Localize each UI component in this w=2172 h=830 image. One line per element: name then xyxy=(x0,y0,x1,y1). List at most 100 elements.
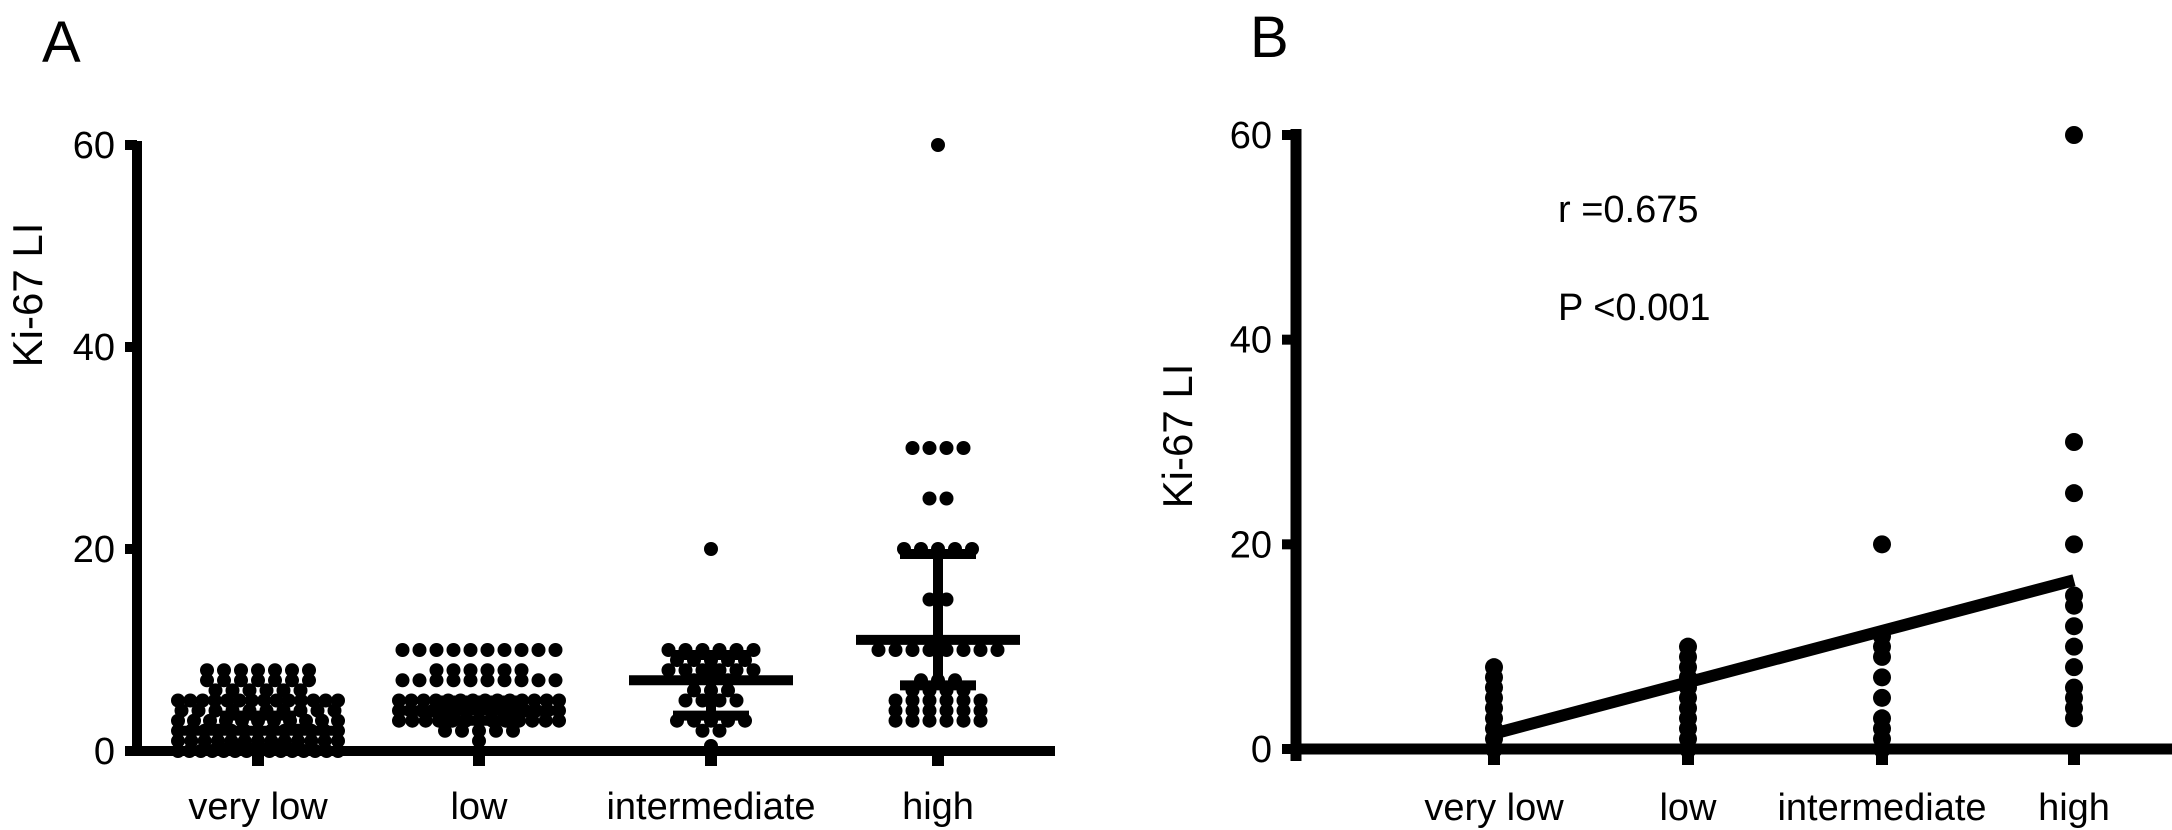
panel-a-data-point xyxy=(704,542,718,556)
panel-a-data-point xyxy=(302,673,316,688)
panel-a-data-point xyxy=(973,703,988,718)
panel-a-data-point xyxy=(463,643,478,657)
panel-a-x-ticks: very low low intermediate high xyxy=(188,751,974,828)
panel-a-data-point xyxy=(939,441,954,455)
panel-a-data-point xyxy=(446,643,461,657)
panel-a-data-point xyxy=(497,643,512,657)
panel-b-x-tick-label: very low xyxy=(1424,787,1564,829)
panel-a-data-point xyxy=(208,703,223,718)
panel-a-data-point xyxy=(463,673,478,688)
panel-a-data-point xyxy=(395,643,410,657)
panel-a-data-point xyxy=(973,693,988,708)
panel-a-data-point xyxy=(293,683,308,698)
panel-a-data-point xyxy=(446,673,461,688)
panel-a-data-point xyxy=(429,643,444,657)
panel-b-data-point xyxy=(2065,126,2083,144)
panel-a-data-point xyxy=(331,733,345,748)
panel-a-data-point xyxy=(939,491,954,506)
panel-b-y-axis-title: Ki-67 LI xyxy=(1154,364,1201,509)
panel-b-data-point xyxy=(1679,637,1697,656)
panel-a-data-point xyxy=(259,683,274,698)
panel-a-data-point xyxy=(922,713,937,728)
panel-a-data-point xyxy=(552,693,566,708)
panel-a-letter: A xyxy=(42,10,81,75)
panel-a-data-point xyxy=(888,703,903,718)
panel-a-data-point xyxy=(429,663,444,678)
panel-a-data-point xyxy=(234,663,248,678)
panel-a-data-point xyxy=(888,713,903,728)
panel-a-data-point xyxy=(207,693,222,708)
panel-b-data-point xyxy=(1873,709,1891,728)
panel-a-x-tick-label: intermediate xyxy=(606,786,815,828)
panel-a-data-point xyxy=(888,693,903,708)
panel-a-y-ticks: 0 20 40 60 xyxy=(73,125,137,773)
panel-a-data-point xyxy=(712,723,727,738)
panel-a-data-point xyxy=(514,673,529,688)
panel-a-data-point xyxy=(404,693,419,708)
panel-a-data-point xyxy=(318,693,333,708)
panel-a-data-point xyxy=(200,673,214,688)
panel-a-data-point xyxy=(276,683,291,698)
panel-a-data-point xyxy=(515,693,530,708)
panel-a-data-point xyxy=(184,733,199,748)
panel-a-data-point xyxy=(922,441,937,455)
panel-a-data-point xyxy=(234,673,248,688)
panel-a-data-point xyxy=(251,673,265,688)
panel-b-data-point xyxy=(1873,535,1891,554)
panel-a-data-point xyxy=(412,643,427,657)
panel-a-data-point xyxy=(416,693,431,708)
panel-a-data-point xyxy=(746,643,761,657)
panel-b-data-point xyxy=(2065,637,2083,656)
panel-a-data-point xyxy=(429,673,444,688)
panel-a-data-point xyxy=(304,733,319,748)
panel-a-data-point xyxy=(956,703,971,718)
panel-a-data-point xyxy=(956,441,971,455)
panel-b-regression-line xyxy=(1492,574,2076,740)
panel-a-data-point xyxy=(922,491,937,506)
panel-a-data-point xyxy=(514,663,529,678)
panel-a-data-point xyxy=(480,643,495,657)
panel-a-data-point xyxy=(905,441,920,455)
panel-a-data-point xyxy=(269,693,284,708)
panel-b-data-point xyxy=(1873,688,1891,707)
panel-a-data-point xyxy=(463,663,478,678)
panel-a-data-point xyxy=(208,683,223,698)
panel-a-data-point xyxy=(195,693,210,708)
panel-a-data-point xyxy=(242,683,257,698)
panel-a-data-point xyxy=(317,733,332,748)
panel-b-y-tick-label: 20 xyxy=(1230,524,1272,566)
panel-a-data-point xyxy=(268,663,282,678)
panel-a-data-point xyxy=(905,693,920,708)
panel-a-data-point xyxy=(497,673,512,688)
panel-a-data-point xyxy=(905,643,920,657)
panel-b-regression xyxy=(1492,574,2076,740)
panel-a-data-point xyxy=(939,713,954,728)
panel-b-x-ticks: very low low intermediate high xyxy=(1424,749,2110,829)
panel-a-data-point xyxy=(531,643,546,657)
panel-a-data-point xyxy=(905,713,920,728)
panel-a-data-point xyxy=(548,673,563,688)
panel-b-data-point xyxy=(2065,484,2083,503)
panel-a-data-point xyxy=(514,643,529,657)
panel-b-x-tick-label: intermediate xyxy=(1777,787,1986,829)
panel-b-data-point xyxy=(2065,658,2083,677)
panel-a-data-point xyxy=(721,683,735,698)
panel-a-x-tick-label: very low xyxy=(188,786,328,828)
panel-a-error-bars xyxy=(176,549,1020,753)
panel-a-x-tick-label: low xyxy=(450,786,508,828)
panel-a-y-tick-label: 40 xyxy=(73,327,115,369)
panel-a-data-point xyxy=(395,673,410,688)
panel-a-data-point xyxy=(497,663,512,678)
panel-a-data-point xyxy=(480,673,495,688)
panel-a-y-axis-title: Ki-67 LI xyxy=(4,223,51,368)
panel-a-data-point xyxy=(392,693,406,708)
panel-a-data-point xyxy=(661,643,676,657)
panel-b-data-point xyxy=(2065,586,2083,605)
panel-a-data-point xyxy=(678,663,693,678)
panel-a-data-point xyxy=(225,683,240,698)
panel-a-data-point xyxy=(746,663,761,678)
panel-a-data-point xyxy=(171,693,185,708)
panel-a-points xyxy=(171,138,1005,758)
panel-a-data-point xyxy=(428,693,443,708)
